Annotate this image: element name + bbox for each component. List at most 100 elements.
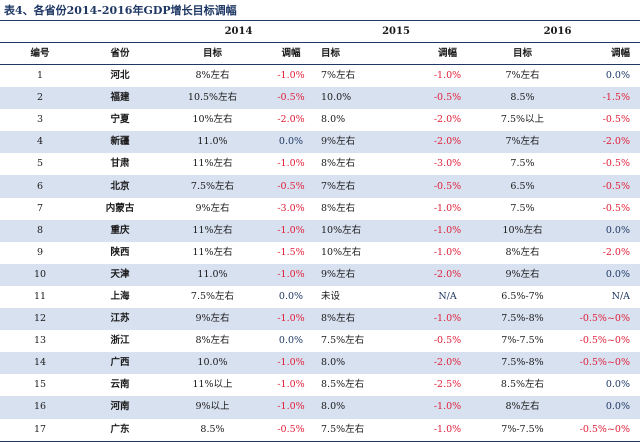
cell-target-2015: 7%左右 xyxy=(317,64,420,88)
cell-change-2015: -0.5% xyxy=(420,87,475,110)
cell-change-2016: N/A xyxy=(570,285,640,309)
cell-province: 河北 xyxy=(80,64,160,88)
col-header-province: 省份 xyxy=(80,42,160,65)
cell-change-2014: 0.0% xyxy=(265,131,317,154)
cell-target-2014: 11.0% xyxy=(160,263,265,286)
cell-change-2015: -1.0% xyxy=(420,308,475,331)
cell-target-2014: 10.5%左右 xyxy=(160,87,265,110)
year-header-2016: 2016 xyxy=(543,25,572,37)
cell-change-2016: -1.5% xyxy=(570,87,640,110)
table-row: 12 江苏 9%左右 -1.0% 8%左右 -1.0% 7.5%-8% -0.5%~0% xyxy=(0,308,640,331)
cell-target-2014: 9%左右 xyxy=(160,197,265,220)
cell-target-2015: 9%左右 xyxy=(317,263,420,286)
cell-change-2014: -0.5% xyxy=(265,87,317,110)
cell-change-2016: 0.0% xyxy=(570,396,640,419)
year-header-row: 2014 2015 2016 xyxy=(0,21,640,43)
cell-target-2016: 7%-7.5% xyxy=(475,330,570,353)
col-header-target-2016: 目标 xyxy=(475,42,570,65)
table-row: 4 新疆 11.0% 0.0% 9%左右 -2.0% 7%左右 -2.0% xyxy=(0,131,640,154)
cell-province: 陕西 xyxy=(80,241,160,264)
cell-target-2014: 9%左右 xyxy=(160,308,265,331)
cell-change-2016: -0.5% xyxy=(570,109,640,132)
cell-target-2016: 7%左右 xyxy=(475,131,570,154)
cell-target-2015: 10.0% xyxy=(317,87,420,110)
cell-target-2015: 未设 xyxy=(317,285,420,309)
col-header-change-2016: 调幅 xyxy=(570,42,640,65)
cell-no: 16 xyxy=(0,396,80,419)
table-row: 15 云南 11%以上 -1.0% 8.5%左右 -2.5% 8.5%左右 0.0% xyxy=(0,374,640,397)
cell-change-2014: -2.0% xyxy=(265,109,317,132)
cell-target-2014: 11%以上 xyxy=(160,374,265,397)
cell-province: 新疆 xyxy=(80,131,160,154)
cell-no: 7 xyxy=(0,197,80,220)
cell-change-2015: -1.0% xyxy=(420,64,475,88)
cell-change-2016: -0.5% xyxy=(570,153,640,176)
cell-change-2015: -0.5% xyxy=(420,175,475,198)
table-row: 11 上海 7.5%左右 0.0% 未设 N/A 6.5%-7% N/A xyxy=(0,285,640,309)
cell-province: 甘肃 xyxy=(80,153,160,176)
cell-target-2016: 7.5%-8% xyxy=(475,352,570,375)
cell-change-2014: 0.0% xyxy=(265,285,317,309)
cell-province: 内蒙古 xyxy=(80,197,160,220)
year-header-2015: 2015 xyxy=(382,25,410,37)
cell-change-2014: 0.0% xyxy=(265,330,317,353)
cell-target-2014: 10%左右 xyxy=(160,109,265,132)
cell-change-2016: -0.5%~0% xyxy=(570,352,640,375)
col-header-no: 编号 xyxy=(0,42,80,65)
cell-target-2015: 10%左右 xyxy=(317,219,420,242)
cell-change-2015: -1.0% xyxy=(420,219,475,242)
cell-target-2016: 7.5% xyxy=(475,153,570,176)
cell-no: 15 xyxy=(0,374,80,397)
cell-target-2014: 7.5%左右 xyxy=(160,175,265,198)
cell-change-2014: -1.0% xyxy=(265,396,317,419)
cell-change-2016: -2.0% xyxy=(570,131,640,154)
cell-target-2016: 8%左右 xyxy=(475,396,570,419)
cell-change-2015: -2.0% xyxy=(420,352,475,375)
cell-target-2016: 9%左右 xyxy=(475,263,570,286)
cell-change-2014: -3.0% xyxy=(265,197,317,220)
cell-target-2015: 8.0% xyxy=(317,109,420,132)
col-header-change-2015: 调幅 xyxy=(420,42,475,65)
table-row: 10 天津 11.0% -1.0% 9%左右 -2.0% 9%左右 0.0% xyxy=(0,263,640,286)
cell-change-2014: -0.5% xyxy=(265,175,317,198)
cell-target-2014: 11%左右 xyxy=(160,241,265,264)
cell-target-2015: 9%左右 xyxy=(317,131,420,154)
cell-change-2016: -0.5% xyxy=(570,175,640,198)
cell-province: 河南 xyxy=(80,396,160,419)
cell-change-2015: -2.0% xyxy=(420,109,475,132)
cell-target-2014: 7.5%左右 xyxy=(160,285,265,309)
table-row: 9 陕西 11%左右 -1.5% 10%左右 -1.0% 8%左右 -2.0% xyxy=(0,241,640,264)
cell-no: 10 xyxy=(0,263,80,286)
cell-change-2014: -1.0% xyxy=(265,263,317,286)
cell-target-2015: 8%左右 xyxy=(317,197,420,220)
column-header-row: 编号 省份 目标 调幅 目标 调幅 目标 调幅 xyxy=(0,42,640,65)
cell-target-2016: 7.5%-8% xyxy=(475,308,570,331)
cell-no: 14 xyxy=(0,352,80,375)
cell-change-2015: -2.0% xyxy=(420,131,475,154)
table-row: 16 河南 9%以上 -1.0% 8.0% -1.0% 8%左右 0.0% xyxy=(0,396,640,419)
cell-change-2016: -2.0% xyxy=(570,241,640,264)
cell-no: 12 xyxy=(0,308,80,331)
col-header-target-2015: 目标 xyxy=(317,42,420,65)
cell-change-2015: -1.0% xyxy=(420,418,475,442)
cell-target-2014: 8%左右 xyxy=(160,64,265,88)
cell-target-2016: 7.5% xyxy=(475,197,570,220)
cell-change-2016: 0.0% xyxy=(570,374,640,397)
cell-change-2015: -2.0% xyxy=(420,263,475,286)
cell-province: 重庆 xyxy=(80,219,160,242)
cell-change-2014: -1.0% xyxy=(265,153,317,176)
cell-no: 3 xyxy=(0,109,80,132)
table-row: 1 河北 8%左右 -1.0% 7%左右 -1.0% 7%左右 0.0% xyxy=(0,64,640,88)
cell-change-2015: -1.0% xyxy=(420,197,475,220)
cell-target-2016: 8.5%左右 xyxy=(475,374,570,397)
cell-change-2016: -0.5%~0% xyxy=(570,330,640,353)
cell-change-2016: 0.0% xyxy=(570,219,640,242)
cell-no: 2 xyxy=(0,87,80,110)
cell-no: 9 xyxy=(0,241,80,264)
cell-change-2016: 0.0% xyxy=(570,64,640,88)
table-row: 7 内蒙古 9%左右 -3.0% 8%左右 -1.0% 7.5% -0.5% xyxy=(0,197,640,220)
cell-target-2014: 11%左右 xyxy=(160,153,265,176)
cell-target-2016: 7.5%以上 xyxy=(475,109,570,132)
cell-no: 11 xyxy=(0,285,80,309)
table-row: 13 浙江 8%左右 0.0% 7.5%左右 -0.5% 7%-7.5% -0.5%~0% xyxy=(0,330,640,353)
